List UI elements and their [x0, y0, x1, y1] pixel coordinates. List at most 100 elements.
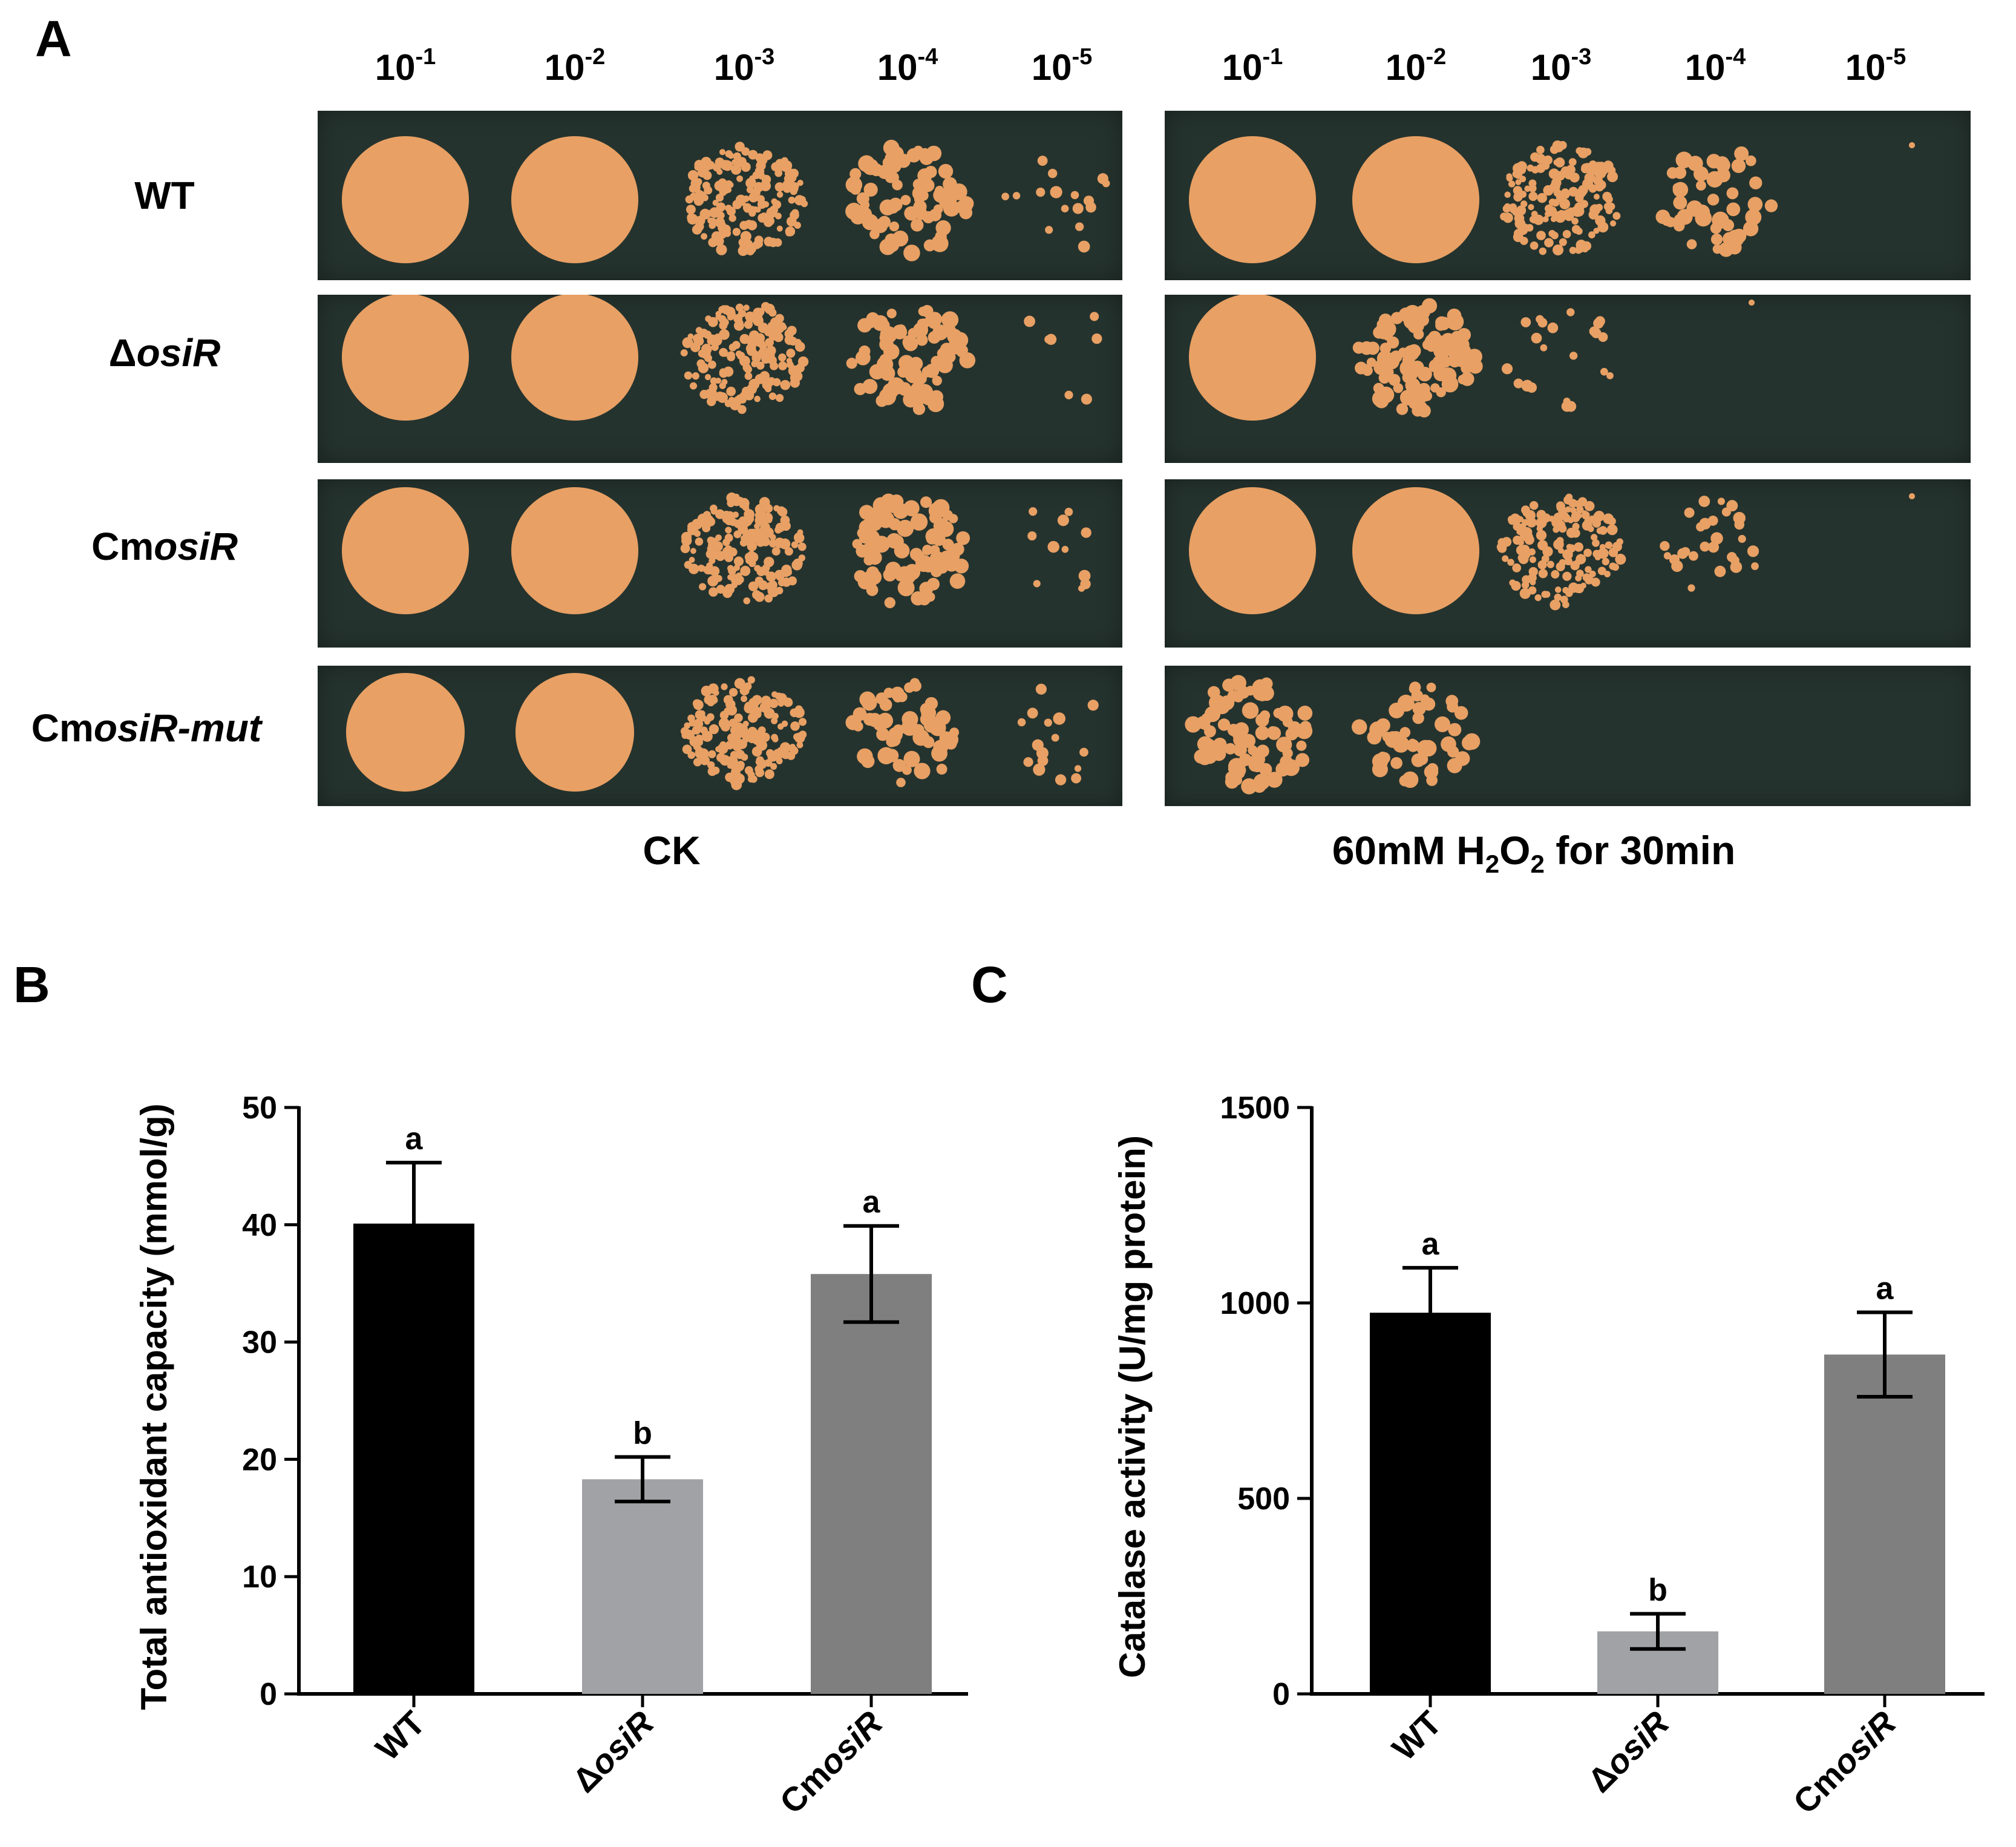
colony-spot — [342, 136, 469, 263]
colony — [687, 170, 699, 181]
colony — [1715, 535, 1723, 543]
colony — [1282, 717, 1293, 727]
colony — [1686, 239, 1697, 249]
colony — [725, 150, 733, 158]
colony — [748, 697, 759, 709]
colony — [856, 544, 869, 558]
colony — [797, 356, 809, 367]
colony — [785, 226, 796, 237]
colony — [1589, 326, 1599, 336]
colony — [1033, 763, 1046, 776]
colony — [725, 772, 735, 782]
colony — [1514, 168, 1523, 177]
colony — [778, 353, 787, 362]
colony — [1551, 177, 1562, 188]
colony — [928, 502, 946, 519]
colony — [741, 147, 750, 156]
colony — [1529, 556, 1537, 563]
colony — [1253, 773, 1270, 790]
colony — [782, 180, 791, 188]
colony — [1091, 333, 1102, 344]
bar — [582, 1479, 703, 1694]
colony — [756, 307, 765, 316]
colony — [1569, 172, 1580, 183]
colony — [719, 149, 726, 156]
colony — [771, 546, 781, 556]
colony — [734, 678, 745, 689]
colony — [1396, 403, 1409, 415]
colony — [1615, 553, 1626, 565]
colony — [925, 166, 937, 179]
colony-spot — [346, 673, 465, 792]
colony — [717, 743, 728, 754]
colony — [728, 214, 736, 222]
colony — [1528, 191, 1538, 202]
colony — [903, 336, 918, 352]
colony — [1366, 358, 1376, 367]
colony — [1250, 752, 1266, 767]
colony — [689, 736, 700, 747]
colony — [1454, 706, 1468, 720]
colony — [765, 338, 774, 347]
colony — [800, 200, 808, 208]
colony — [1576, 569, 1584, 577]
colony — [744, 372, 753, 380]
colony — [1554, 157, 1565, 168]
colony — [731, 341, 741, 349]
colony — [1513, 522, 1522, 531]
colony — [1383, 353, 1400, 370]
colony — [1542, 546, 1553, 557]
colony — [702, 182, 710, 190]
colony-spot — [511, 487, 638, 614]
colony — [902, 765, 912, 775]
colony — [1592, 539, 1600, 547]
colony — [1588, 525, 1594, 533]
colony — [1213, 737, 1227, 752]
colony — [689, 184, 698, 193]
colony — [914, 763, 931, 779]
chart-catalase-activity: 0 500 1000 1500 Catalase activity (U/mg prot… — [1112, 1091, 1985, 1821]
colony — [1515, 179, 1522, 185]
colony — [773, 323, 785, 333]
colony — [1241, 733, 1256, 749]
x-tick-label: WT — [368, 1704, 432, 1768]
colony — [1078, 569, 1091, 582]
colony — [1520, 237, 1528, 245]
colony — [949, 573, 966, 589]
colony — [695, 327, 703, 334]
colony — [1506, 175, 1513, 182]
colony — [936, 764, 947, 775]
colony — [756, 361, 765, 370]
colony — [1035, 683, 1047, 695]
bar — [353, 1223, 474, 1694]
colony — [748, 581, 759, 591]
colony — [1033, 580, 1041, 588]
colony — [689, 557, 695, 563]
colony — [1403, 345, 1419, 361]
colony — [1001, 192, 1009, 201]
colony — [747, 336, 758, 347]
colony — [777, 579, 786, 586]
colony — [1593, 194, 1600, 200]
colony — [1538, 569, 1548, 579]
colony — [754, 565, 761, 572]
colony — [1230, 675, 1246, 691]
colony — [1537, 192, 1547, 203]
colony — [1581, 511, 1590, 520]
colony — [1447, 701, 1459, 713]
bar — [1824, 1354, 1945, 1694]
colony — [1694, 205, 1710, 220]
colony — [744, 513, 754, 524]
colony — [1567, 544, 1576, 553]
colony — [1700, 541, 1710, 552]
dilution-label-ck: 10-5 — [1031, 44, 1093, 88]
colony — [1764, 199, 1778, 212]
colony — [887, 202, 899, 214]
colony — [1663, 552, 1672, 560]
colony — [1355, 361, 1367, 375]
y-tick-label: 50 — [242, 1091, 277, 1126]
colony — [1074, 765, 1082, 772]
colony — [741, 695, 748, 703]
colony — [695, 336, 704, 346]
colony — [741, 730, 751, 741]
